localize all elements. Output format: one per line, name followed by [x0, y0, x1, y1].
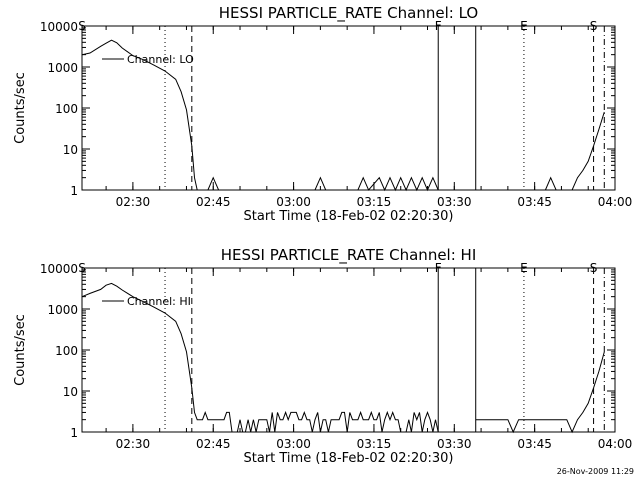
- chart-panel-2: HESSI PARTICLE_RATE Channel: HI 1 10 100 100…: [13, 246, 632, 466]
- y-axis-label: Counts/sec: [13, 314, 28, 386]
- x-axis-label: Start Time (18-Feb-02 02:20:30): [244, 451, 454, 466]
- y-tick-label: 10000: [40, 262, 78, 276]
- y-tick-label: 10000: [40, 20, 78, 34]
- x-tick-label: 02:30: [116, 437, 151, 451]
- event-marker-label: S: [590, 19, 598, 33]
- plot-frame: [81, 267, 616, 433]
- y-tick-label: 100: [55, 344, 78, 358]
- event-marker-label: S: [590, 261, 598, 275]
- x-tick-label: 02:45: [196, 195, 231, 209]
- event-marker-label: F: [435, 261, 442, 275]
- event-marker-label: E: [520, 19, 528, 33]
- x-tick-label: 03:15: [357, 195, 392, 209]
- plot-frame: [81, 25, 616, 191]
- x-tick-label: 03:00: [276, 437, 311, 451]
- event-marker-label: S: [78, 19, 86, 33]
- series-line-3: [544, 111, 605, 191]
- y-tick-label: 1: [70, 184, 78, 198]
- y-axis-label: Counts/sec: [13, 72, 28, 144]
- x-axis-label: Start Time (18-Feb-02 02:20:30): [244, 209, 454, 224]
- x-tick-label: 04:00: [598, 437, 633, 451]
- series-line-2: [475, 351, 605, 434]
- x-tick-label: 03:30: [437, 195, 472, 209]
- y-tick-label: 1: [70, 426, 78, 440]
- y-tick-label: 1000: [47, 61, 78, 75]
- footer-timestamp: 26-Nov-2009 11:29: [556, 467, 634, 476]
- x-tick-label: 03:15: [357, 437, 392, 451]
- event-marker-label: S: [78, 261, 86, 275]
- y-tick-label: 10: [63, 385, 78, 399]
- y-tick-label: 10: [63, 143, 78, 157]
- legend-label: Channel: HI: [127, 295, 191, 308]
- x-tick-label: 03:45: [517, 195, 552, 209]
- chart-title: HESSI PARTICLE_RATE Channel: LO: [219, 4, 478, 23]
- x-tick-label: 03:00: [276, 195, 311, 209]
- series-line-2: [207, 176, 439, 192]
- y-tick-label: 1000: [47, 303, 78, 317]
- legend-label: Channel: LO: [127, 53, 194, 66]
- x-tick-label: 04:00: [598, 195, 633, 209]
- x-tick-label: 03:30: [437, 437, 472, 451]
- chart-title: HESSI PARTICLE_RATE Channel: HI: [221, 246, 477, 265]
- event-marker-label: E: [520, 261, 528, 275]
- event-marker-label: F: [435, 19, 442, 33]
- x-tick-label: 02:45: [196, 437, 231, 451]
- x-tick-label: 02:30: [116, 195, 151, 209]
- series-line-1: [81, 39, 208, 191]
- series-line-1: [81, 282, 439, 433]
- x-tick-label: 03:45: [517, 437, 552, 451]
- chart-panel-1: HESSI PARTICLE_RATE Channel: LO 1 10 100 100…: [13, 4, 632, 224]
- y-tick-label: 100: [55, 102, 78, 116]
